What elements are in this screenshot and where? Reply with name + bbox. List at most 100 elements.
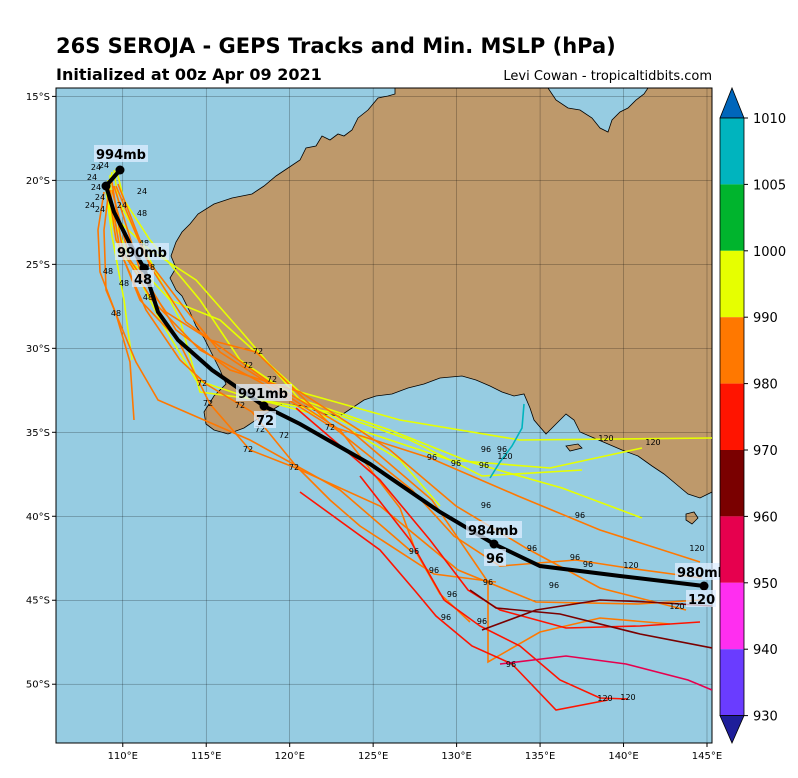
member-hour-label: 24 bbox=[91, 183, 101, 192]
colorbar-label: 1000 bbox=[753, 245, 786, 260]
lon-tick-label: 130°E bbox=[441, 751, 471, 762]
member-hour-label: 48 bbox=[119, 279, 129, 288]
lat-tick-label: 50°S bbox=[26, 680, 50, 691]
colorbar-label: 960 bbox=[753, 510, 778, 525]
chart-subtitle: Initialized at 00z Apr 09 2021 bbox=[56, 65, 322, 84]
member-track bbox=[481, 599, 712, 631]
member-hour-label: 24 bbox=[95, 193, 105, 202]
lon-tick-label: 145°E bbox=[692, 751, 722, 762]
member-track bbox=[109, 189, 703, 605]
gridlines bbox=[56, 88, 712, 743]
member-hour-label: 72 bbox=[243, 445, 253, 454]
member-hour-label: 96 bbox=[481, 445, 491, 454]
member-hour-label: 96 bbox=[451, 459, 461, 468]
member-hour-label: 96 bbox=[481, 501, 491, 510]
member-hour-label: 96 bbox=[583, 560, 593, 569]
member-hour-label: 48 bbox=[103, 267, 113, 276]
lon-tick-label: 120°E bbox=[274, 751, 304, 762]
colorbar-label: 950 bbox=[753, 577, 778, 592]
member-track bbox=[115, 167, 643, 519]
member-track bbox=[111, 181, 497, 583]
mslp-label-t72: 991mb bbox=[238, 387, 288, 402]
colorbar-segment bbox=[720, 317, 744, 384]
mean-point bbox=[115, 165, 125, 175]
kangaroo-island bbox=[565, 443, 583, 452]
lon-tick-label: 115°E bbox=[191, 751, 221, 762]
hour-label-t96: 96 bbox=[486, 552, 504, 567]
member-hour-label: 48 bbox=[145, 263, 155, 272]
colorbar-segment bbox=[720, 582, 744, 650]
mean-point bbox=[489, 539, 499, 549]
member-hour-label: 96 bbox=[429, 566, 439, 575]
member-hour-label: 96 bbox=[483, 578, 493, 587]
member-hour-label: 72 bbox=[279, 431, 289, 440]
mslp-label-t48: 990mb bbox=[117, 246, 167, 261]
mslp-label-t120: 980mb bbox=[677, 566, 727, 581]
colorbar-label: 990 bbox=[753, 311, 778, 326]
member-hour-label: 96 bbox=[497, 445, 507, 454]
member-track bbox=[499, 655, 712, 691]
member-hour-label: 120 bbox=[669, 602, 684, 611]
member-hour-label: 120 bbox=[623, 561, 638, 570]
member-track bbox=[489, 403, 525, 479]
colorbar-extend-bottom bbox=[719, 715, 745, 744]
colorbar-segment bbox=[720, 184, 744, 251]
lon-tick-label: 135°E bbox=[525, 751, 555, 762]
map-border bbox=[55, 87, 713, 744]
member-hour-label: 24 bbox=[87, 173, 97, 182]
hour-label-t48: 48 bbox=[134, 273, 152, 288]
label-bg bbox=[686, 590, 716, 607]
member-hour-label: 72 bbox=[203, 399, 213, 408]
member-hour-labels: 2424242424242424244848484848484872727272… bbox=[85, 161, 705, 703]
lat-tick-label: 30°S bbox=[26, 344, 50, 355]
member-hour-label: 96 bbox=[427, 453, 437, 462]
lat-tick-label: 25°S bbox=[26, 260, 50, 271]
member-hour-label: 72 bbox=[253, 347, 263, 356]
mslp-label-t96: 984mb bbox=[468, 524, 518, 539]
mean-track-labels: 994mb 990mb 48 991mb 72 984mb 96 980mb 1… bbox=[94, 145, 731, 608]
member-hour-label: 72 bbox=[289, 463, 299, 472]
hour-label-t72: 72 bbox=[256, 414, 274, 429]
member-track bbox=[469, 589, 712, 649]
lat-tick-label: 20°S bbox=[26, 176, 50, 187]
member-hour-label: 24 bbox=[95, 205, 105, 214]
lon-tick-label: 110°E bbox=[108, 751, 138, 762]
label-bg bbox=[132, 270, 154, 287]
colorbar-segment bbox=[720, 450, 744, 517]
member-hour-label: 24 bbox=[85, 201, 95, 210]
colorbar-segment bbox=[720, 383, 744, 450]
member-hour-label: 48 bbox=[143, 293, 153, 302]
member-hour-label: 72 bbox=[197, 379, 207, 388]
member-hour-label: 120 bbox=[497, 452, 512, 461]
member-hour-label: 120 bbox=[598, 434, 613, 443]
member-hour-label: 24 bbox=[99, 161, 109, 170]
member-hour-label: 96 bbox=[527, 544, 537, 553]
member-hour-label: 96 bbox=[570, 553, 580, 562]
member-track bbox=[359, 475, 629, 700]
label-bg bbox=[236, 384, 292, 401]
mean-point bbox=[259, 401, 269, 411]
member-hour-label: 24 bbox=[137, 187, 147, 196]
colorbar-segment bbox=[720, 118, 744, 185]
colorbar-segment bbox=[720, 516, 744, 583]
lat-tick-label: 15°S bbox=[26, 92, 50, 103]
member-track bbox=[113, 169, 441, 507]
member-hour-label: 120 bbox=[620, 693, 635, 702]
member-hour-label: 96 bbox=[409, 547, 419, 556]
label-bg bbox=[675, 563, 731, 580]
colorbar-label: 970 bbox=[753, 444, 778, 459]
axis-ticks: 110°E 115°E 120°E 125°E 130°E 135°E 140°E 145°E… bbox=[26, 92, 722, 762]
mean-point bbox=[101, 181, 111, 191]
member-hour-label: 48 bbox=[111, 309, 121, 318]
credit-text: Levi Cowan - tropicaltidbits.com bbox=[503, 69, 712, 84]
member-hour-label: 96 bbox=[479, 461, 489, 470]
colorbar-segment bbox=[720, 649, 744, 716]
chart-title: 26S SEROJA - GEPS Tracks and Min. MSLP (… bbox=[56, 34, 616, 58]
mean-point bbox=[699, 581, 709, 591]
colorbar-frame bbox=[719, 117, 745, 716]
member-hour-label: 72 bbox=[243, 361, 253, 370]
colorbar-label: 940 bbox=[753, 643, 778, 658]
member-hour-label: 96 bbox=[575, 511, 585, 520]
member-hour-label: 72 bbox=[235, 401, 245, 410]
lon-tick-label: 140°E bbox=[608, 751, 638, 762]
